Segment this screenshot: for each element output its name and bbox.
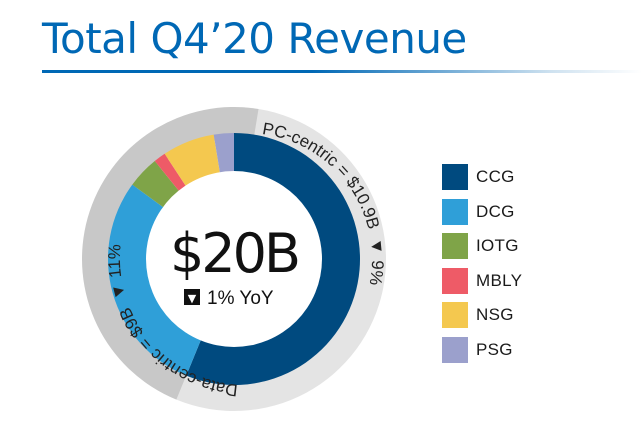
title-underline [42,70,642,73]
legend-item-iotg: IOTG [442,229,522,264]
slice-ccg [186,133,360,385]
yoy-change-text: 1% YoY [207,288,274,309]
legend-label: CCG [476,167,515,187]
legend-item-psg: PSG [442,333,522,368]
legend-item-ccg: CCG [442,160,522,195]
legend-swatch [442,336,468,363]
legend-swatch [442,198,468,225]
page-title: Total Q4’20 Revenue [42,14,467,63]
center-total: $20B [170,222,298,285]
legend-label: MBLY [476,270,523,290]
slice-dcg [107,184,202,376]
slice-mbly [154,153,187,193]
legend-label: NSG [476,305,514,325]
legend-swatch [442,267,468,294]
group-band-data-centric [82,107,259,400]
legend-swatch [442,233,468,260]
slice-iotg [132,161,180,209]
slice-psg [213,133,234,175]
legend-item-nsg: NSG [442,298,522,333]
legend-label: DCG [476,201,515,221]
data-centric-change-icon: ▼ [107,281,130,302]
chart-legend: CCG DCG IOTG MBLY NSG PSG [442,160,522,367]
legend-item-mbly: MBLY [442,264,522,299]
legend-label: IOTG [476,236,519,256]
legend-swatch [442,302,468,329]
slice-nsg [164,134,221,188]
yoy-change-badge [184,289,200,305]
legend-swatch [442,164,468,191]
pc-centric-change-icon: ▼ [367,237,388,256]
legend-label: PSG [476,339,513,359]
yoy-change-icon: ▼ [188,292,197,305]
legend-item-dcg: DCG [442,195,522,230]
pc-centric-change-text: 9% [366,260,387,287]
data-centric-change-text: 11% [105,244,125,279]
category-ring [107,133,360,385]
